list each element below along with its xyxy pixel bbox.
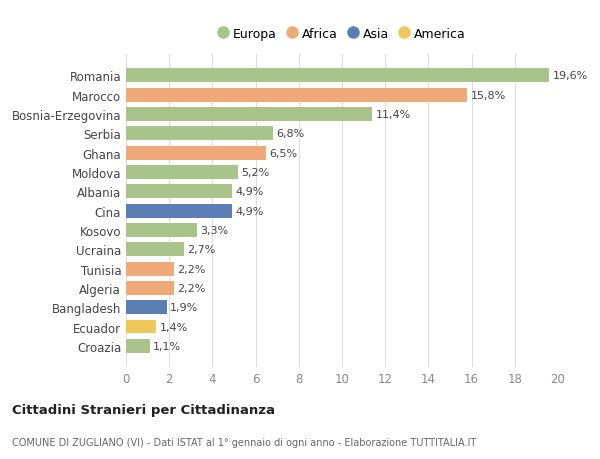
Bar: [126, 224, 197, 237]
Bar: [126, 108, 372, 122]
Text: 6,5%: 6,5%: [269, 148, 298, 158]
Bar: [126, 185, 232, 199]
Bar: [126, 89, 467, 102]
Bar: [126, 127, 273, 141]
Bar: [126, 262, 173, 276]
Text: 1,4%: 1,4%: [160, 322, 188, 332]
Text: 3,3%: 3,3%: [200, 225, 229, 235]
Text: 1,9%: 1,9%: [170, 302, 199, 313]
Bar: [126, 166, 238, 179]
Bar: [126, 243, 184, 257]
Bar: [126, 301, 167, 314]
Text: 2,2%: 2,2%: [177, 283, 205, 293]
Text: 4,9%: 4,9%: [235, 206, 263, 216]
Text: 4,9%: 4,9%: [235, 187, 263, 197]
Text: 1,1%: 1,1%: [153, 341, 181, 351]
Text: 2,7%: 2,7%: [188, 245, 216, 255]
Text: 6,8%: 6,8%: [276, 129, 304, 139]
Bar: [126, 146, 266, 160]
Text: COMUNE DI ZUGLIANO (VI) - Dati ISTAT al 1° gennaio di ogni anno - Elaborazione T: COMUNE DI ZUGLIANO (VI) - Dati ISTAT al …: [12, 437, 476, 447]
Text: Cittadini Stranieri per Cittadinanza: Cittadini Stranieri per Cittadinanza: [12, 403, 275, 416]
Bar: [126, 204, 232, 218]
Text: 11,4%: 11,4%: [376, 110, 411, 120]
Text: 19,6%: 19,6%: [553, 71, 588, 81]
Text: 5,2%: 5,2%: [242, 168, 270, 178]
Legend: Europa, Africa, Asia, America: Europa, Africa, Asia, America: [214, 24, 470, 45]
Text: 2,2%: 2,2%: [177, 264, 205, 274]
Bar: [126, 320, 156, 334]
Text: 15,8%: 15,8%: [470, 90, 506, 101]
Bar: [126, 339, 150, 353]
Bar: [126, 281, 173, 295]
Bar: [126, 69, 550, 83]
